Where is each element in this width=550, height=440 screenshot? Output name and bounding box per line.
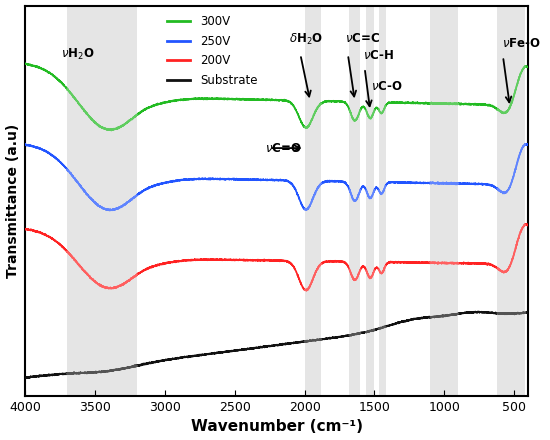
Text: $\nu$H$_2$O: $\nu$H$_2$O (62, 47, 95, 62)
Text: $\nu$C-O: $\nu$C-O (371, 81, 403, 93)
X-axis label: Wavenumber (cm⁻¹): Wavenumber (cm⁻¹) (191, 419, 362, 434)
Text: $\nu$C=O: $\nu$C=O (266, 142, 302, 154)
Bar (349, 6, 360, 396)
Text: $\nu$C=C: $\nu$C=C (345, 32, 380, 44)
Legend: 300V, 250V, 200V, Substrate: 300V, 250V, 200V, Substrate (167, 15, 257, 87)
Text: $\nu$C-H: $\nu$C-H (363, 49, 394, 62)
Bar (305, 6, 321, 396)
Bar (497, 6, 525, 396)
Bar (366, 6, 375, 396)
Text: $\delta$H$_2$O: $\delta$H$_2$O (289, 31, 323, 47)
Y-axis label: Transmittance (a.u): Transmittance (a.u) (6, 124, 20, 278)
Bar (430, 6, 458, 396)
Text: $\nu$Fe-O: $\nu$Fe-O (502, 37, 541, 51)
Bar (67, 6, 137, 396)
Bar (378, 6, 386, 396)
